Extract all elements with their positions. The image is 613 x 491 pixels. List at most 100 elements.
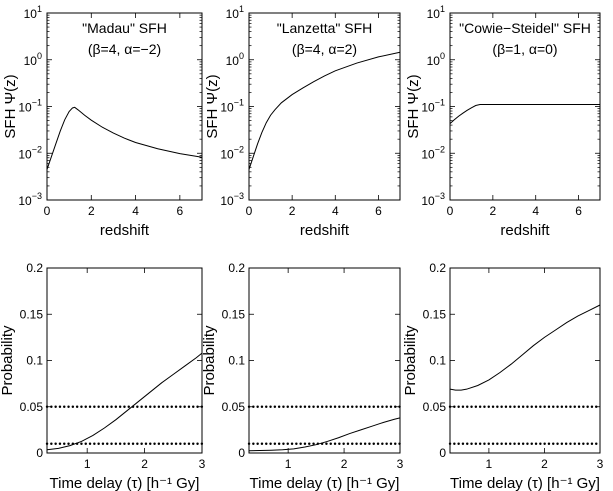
y-tick-label-base: 10 [421, 147, 435, 161]
y-tick-label-exponent: −1 [32, 98, 42, 108]
y-tick-label: 10−3 [220, 191, 244, 208]
y-tick-label-exponent: −2 [435, 144, 445, 154]
x-tick-label: 0 [447, 204, 454, 218]
chart-subtitle: (β=4, α=−2) [88, 41, 161, 57]
y-tick-label: 0.1 [429, 354, 446, 368]
y-tick-label-base: 10 [226, 7, 240, 21]
y-tick-label: 0.2 [26, 261, 43, 275]
series-line [449, 104, 600, 125]
y-tick-label: 10−1 [421, 98, 445, 115]
y-tick-label: 10−1 [18, 98, 42, 115]
y-tick-label-base: 10 [18, 147, 32, 161]
chart-title: "Cowie−Steidel" SFH [459, 20, 591, 36]
y-tick-label-base: 10 [220, 101, 234, 115]
y-tick-label: 10−3 [421, 191, 445, 208]
y-tick-label: 0 [36, 446, 43, 460]
chart-panel-6: 0 0.05 0.1 0.15 0.2 1 2 3 Time delay (τ) [h⁻¹ Gy… [402, 261, 604, 491]
y-tick-label-exponent: −2 [234, 144, 244, 154]
y-tick-label: 0.2 [228, 261, 245, 275]
y-axis-label: SFH Ψ(z) [204, 74, 221, 138]
y-tick-label: 10−3 [18, 191, 42, 208]
y-tick-label-base: 10 [24, 54, 38, 68]
y-tick-label-base: 10 [220, 147, 234, 161]
plot-frame [449, 267, 601, 454]
chart-title: "Madau" SFH [82, 20, 167, 36]
x-tick-label: 2 [141, 457, 148, 471]
y-tick-label: 0.15 [222, 307, 246, 321]
chart-subtitle: (β=4, α=2) [292, 41, 357, 57]
y-tick-label-exponent: 1 [440, 4, 445, 14]
x-tick-label: 6 [375, 204, 382, 218]
x-axis-label: redshift [100, 222, 150, 239]
x-tick-label: 6 [177, 204, 184, 218]
x-tick-label: 3 [397, 457, 404, 471]
y-tick-label-exponent: 0 [239, 51, 244, 61]
y-axis-label: Probability [0, 325, 16, 396]
y-axis-label: SFH Ψ(z) [405, 74, 422, 138]
y-tick-label: 0.2 [429, 261, 446, 275]
y-tick-label-base: 10 [220, 194, 234, 208]
x-axis-label: Time delay (τ) [h⁻¹ Gy] [50, 475, 200, 491]
y-tick-label-base: 10 [421, 101, 435, 115]
series-line [46, 106, 203, 170]
series-line [449, 304, 601, 391]
y-tick-label: 100 [24, 51, 42, 68]
x-tick-label: 4 [132, 204, 139, 218]
y-axis-label: Probability [402, 325, 419, 396]
y-tick-label: 0 [439, 446, 446, 460]
y-axis-label: Probability [201, 325, 218, 396]
y-tick-label: 10−1 [220, 98, 244, 115]
y-tick-label: 0.1 [26, 354, 43, 368]
y-tick-label-base: 10 [427, 54, 441, 68]
x-tick-label: 2 [490, 204, 497, 218]
y-tick-label-base: 10 [226, 54, 240, 68]
x-tick-label: 6 [575, 204, 582, 218]
y-tick-label-exponent: −3 [435, 191, 445, 201]
y-tick-label-base: 10 [421, 194, 435, 208]
x-axis-label: Time delay (τ) [h⁻¹ Gy] [250, 475, 400, 491]
y-axis-label: SFH Ψ(z) [2, 74, 19, 138]
y-tick-label-exponent: −1 [435, 98, 445, 108]
y-tick-label-exponent: −1 [234, 98, 244, 108]
series-line [46, 352, 203, 451]
x-tick-label: 1 [84, 457, 91, 471]
chart-panel-5: 0 0.05 0.1 0.15 0.2 1 2 3 Time delay (τ) [h⁻¹ Gy… [201, 261, 404, 491]
y-tick-label-exponent: 1 [239, 4, 244, 14]
x-axis-label: redshift [300, 222, 350, 239]
x-tick-label: 2 [289, 204, 296, 218]
y-tick-label-exponent: −2 [32, 144, 42, 154]
chart-panel-4: 0 0.05 0.1 0.15 0.2 1 2 3 Time delay (τ) [h⁻¹ Gy… [0, 261, 206, 491]
y-tick-label-exponent: −3 [32, 191, 42, 201]
y-tick-label-base: 10 [18, 194, 32, 208]
chart-subtitle: (β=1, α=0) [492, 41, 557, 57]
y-tick-label: 0.05 [423, 400, 447, 414]
x-axis-label: redshift [500, 222, 550, 239]
x-tick-label: 2 [541, 457, 548, 471]
chart-title: "Lanzetta" SFH [277, 20, 373, 36]
y-tick-label-base: 10 [24, 7, 38, 21]
series-line [248, 417, 401, 452]
y-tick-label-exponent: 1 [37, 4, 42, 14]
x-tick-label: 2 [341, 457, 348, 471]
x-tick-label: 0 [246, 204, 253, 218]
y-tick-label: 10−2 [220, 144, 244, 161]
y-tick-label: 0.05 [222, 400, 246, 414]
x-tick-label: 3 [199, 457, 206, 471]
y-tick-label: 100 [427, 51, 445, 68]
plot-frame [248, 267, 401, 454]
y-tick-label: 0.1 [228, 354, 245, 368]
y-tick-label: 101 [427, 4, 445, 21]
y-tick-label: 0.05 [20, 400, 44, 414]
y-tick-label: 101 [24, 4, 42, 21]
x-tick-label: 2 [88, 204, 95, 218]
x-tick-label: 4 [332, 204, 339, 218]
x-tick-label: 0 [44, 204, 51, 218]
y-tick-label-base: 10 [427, 7, 441, 21]
x-tick-label: 3 [597, 457, 604, 471]
y-tick-label: 101 [226, 4, 244, 21]
y-tick-label-base: 10 [18, 101, 32, 115]
x-tick-label: 1 [285, 457, 292, 471]
series-line [248, 51, 401, 170]
